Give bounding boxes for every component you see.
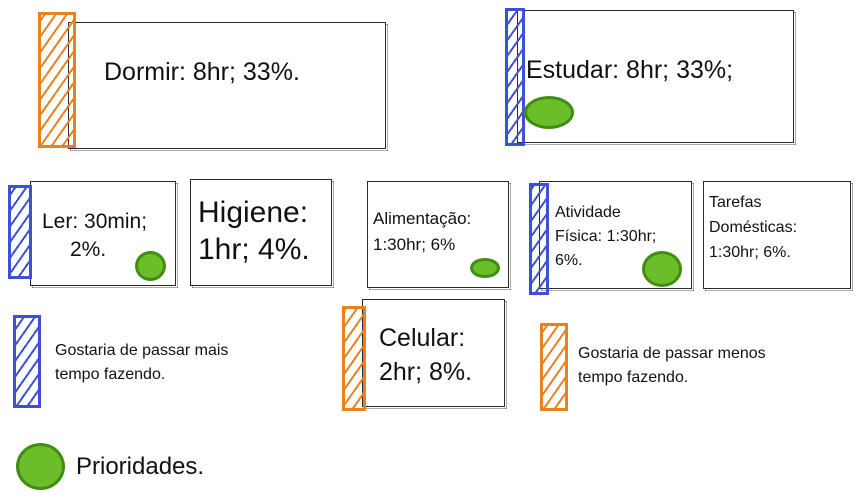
tarefas-label-line1: Tarefas [709,194,762,211]
celular-label-line2: 2hr; 8%. [379,358,473,386]
legend-priority-dot [16,443,65,490]
legend-want-more-marker [13,315,41,408]
legend-priority-label: Prioridades. [76,453,205,480]
priority-dot [470,258,500,278]
celular-label-line1: Celular: [379,324,466,352]
want-less-marker [38,12,76,148]
priority-dot [642,251,682,287]
ler-label-line2: 2%. [70,238,107,261]
legend-want-more-line2: tempo fazendo. [55,366,166,383]
legend-want-less-line1: Gostaria de passar menos [578,345,766,362]
atividade-label-line2: Física: 1:30hr; [555,228,657,245]
dormir-label: Dormir: 8hr; 33%. [104,58,300,86]
legend-want-less-marker [540,323,568,411]
estudar-label: Estudar: 8hr; 33%; [526,56,734,84]
atividade-label-line3: 6%. [555,252,583,269]
legend-want-more-line1: Gostaria de passar mais [55,342,229,359]
legend-want-less-line2: tempo fazendo. [578,369,689,386]
want-more-marker [505,8,525,146]
higiene-label-line1: Higiene: [198,196,309,229]
dormir-box [68,22,386,149]
higiene-label-line2: 1hr; 4%. [198,233,310,266]
alimentacao-label-line2: 1:30hr; 6% [373,235,456,254]
higiene-box [190,179,332,286]
priority-dot [524,96,574,129]
celular-box [362,299,505,407]
priority-dot [135,251,166,281]
want-less-marker [342,306,366,411]
tarefas-domesticas-box [703,181,851,289]
alimentacao-label-line1: Alimentação: [373,209,472,228]
want-more-marker [529,183,549,295]
ler-label-line1: Ler: 30min; [42,210,148,233]
tarefas-label-line3: 1:30hr; 6%. [709,244,791,261]
tarefas-label-line2: Domésticas: [709,219,798,236]
atividade-label-line1: Atividade [555,204,621,221]
want-more-marker [8,185,32,279]
